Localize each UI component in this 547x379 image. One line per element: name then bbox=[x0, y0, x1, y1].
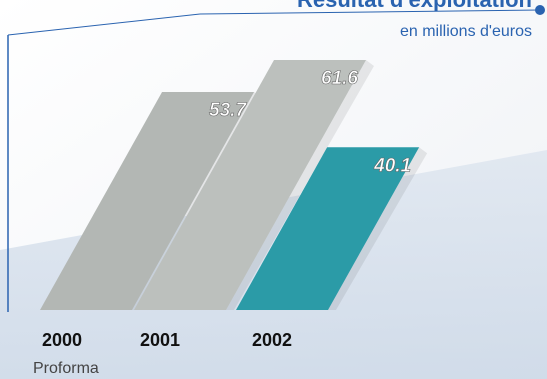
frame-dot bbox=[535, 5, 545, 15]
frame-line bbox=[199, 9, 541, 15]
x-tick-label: 2000 bbox=[42, 330, 82, 350]
bar bbox=[236, 147, 420, 310]
x-tick-label: 2002 bbox=[252, 330, 292, 350]
value-label: 61.6 bbox=[321, 68, 358, 89]
bar-shade bbox=[328, 147, 428, 310]
bar-shade bbox=[226, 60, 374, 310]
annotation: Proforma bbox=[33, 360, 99, 377]
value-label: 40.1 bbox=[373, 155, 411, 176]
x-tick-label: 2001 bbox=[140, 330, 180, 350]
chart-title: Résultat d'exploitation bbox=[297, 0, 532, 12]
value-label: 53.7 bbox=[209, 100, 247, 121]
chart-subtitle: en millions d'euros bbox=[400, 23, 532, 40]
frame-line bbox=[7, 13, 201, 36]
bar bbox=[40, 92, 255, 310]
bar bbox=[134, 60, 366, 310]
